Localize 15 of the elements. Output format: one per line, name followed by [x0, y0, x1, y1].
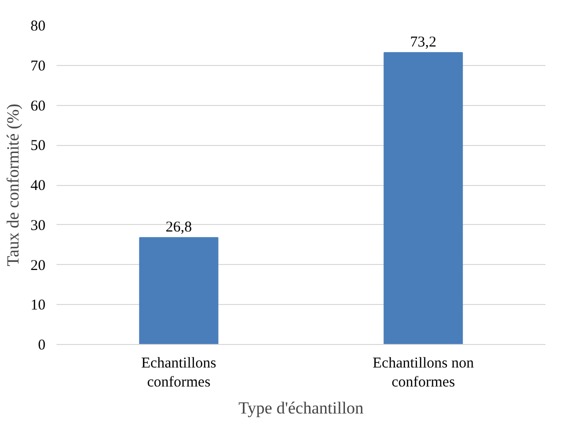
data-label: 73,2: [410, 34, 436, 51]
y-tick-label: 30: [30, 218, 46, 234]
y-tick-label: 80: [30, 18, 46, 34]
y-tick-label: 10: [30, 298, 46, 314]
x-tick-label: Echantillons conformes: [141, 356, 216, 391]
y-tick-label: 40: [30, 178, 46, 194]
y-tick-label: 60: [30, 98, 46, 114]
y-tick-label: 70: [30, 58, 46, 74]
x-tick-label: Echantillons non conformes: [372, 356, 474, 391]
y-tick-label: 50: [30, 138, 46, 154]
y-tick-label: 0: [38, 338, 46, 354]
y-tick-label: 20: [30, 258, 46, 274]
y-axis-title: Taux de conformité (%): [4, 104, 22, 266]
x-axis-title: Type d'échantillon: [238, 398, 364, 418]
data-label: 26,8: [166, 220, 192, 236]
